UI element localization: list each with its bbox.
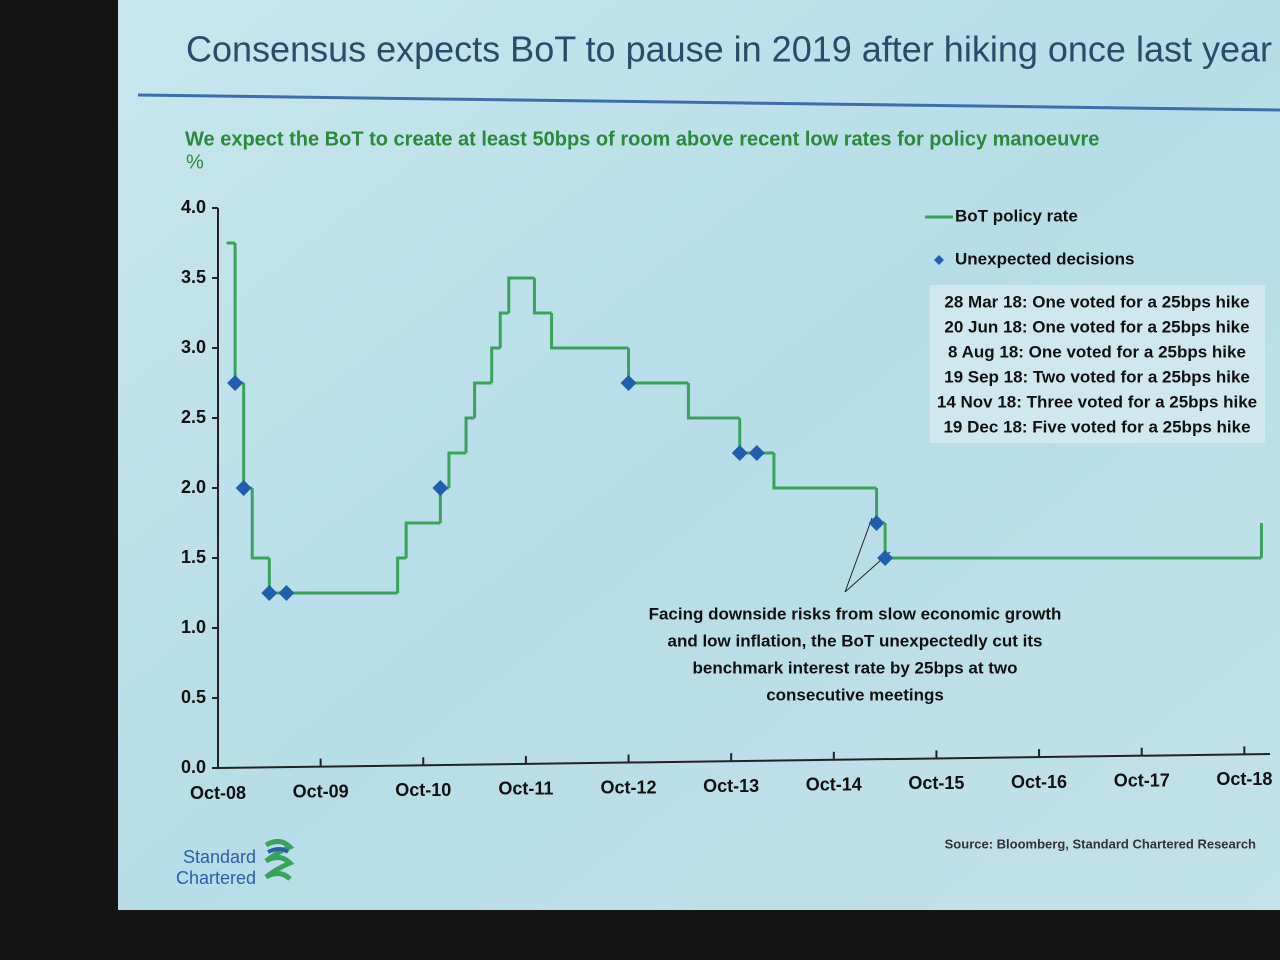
decision-marker xyxy=(227,375,244,391)
subtitle: We expect the BoT to create at least 50b… xyxy=(185,128,1099,150)
decision-marker xyxy=(432,480,449,496)
rate-step xyxy=(396,556,407,593)
rate-step xyxy=(250,488,270,560)
y-tick-label: 0.5 xyxy=(181,687,206,707)
rate-step xyxy=(507,276,535,313)
y-tick-label: 0.0 xyxy=(181,757,206,777)
rate-step xyxy=(686,383,740,420)
title-rule xyxy=(137,93,1280,112)
decision-marker xyxy=(261,585,278,601)
decision-marker xyxy=(235,480,252,496)
x-tick-label: Oct-14 xyxy=(806,775,862,795)
x-tick-label: Oct-17 xyxy=(1114,770,1170,790)
source: Source: Bloomberg, Standard Chartered Re… xyxy=(945,836,1256,851)
rate-step xyxy=(490,346,501,383)
notes-box xyxy=(930,285,1265,443)
annotation-line: benchmark interest rate by 25bps at two xyxy=(693,658,1018,677)
chart-title: Consensus expects BoT to pause in 2019 a… xyxy=(186,29,1272,70)
x-tick-label: Oct-15 xyxy=(908,773,964,793)
y-tick-label: 2.5 xyxy=(181,407,206,427)
x-tick-label: Oct-13 xyxy=(703,776,759,796)
x-tick-label: Oct-16 xyxy=(1011,772,1067,792)
decision-marker xyxy=(620,375,637,391)
y-tick-label: 4.0 xyxy=(181,197,206,217)
annotation-line: Facing downside risks from slow economic… xyxy=(649,604,1062,623)
x-tick-label: Oct-08 xyxy=(190,783,246,803)
note-line: 28 Mar 18: One voted for a 25bps hike xyxy=(944,292,1249,311)
decision-marker xyxy=(278,585,295,601)
rate-step xyxy=(550,313,629,350)
y-tick-label: 2.0 xyxy=(181,477,206,497)
rate-step xyxy=(772,453,877,490)
x-tick-label: Oct-11 xyxy=(498,779,553,799)
rate-step xyxy=(532,278,552,315)
annotation-line: consecutive meetings xyxy=(766,685,944,704)
rate-step xyxy=(498,311,509,348)
x-tick-label: Oct-18 xyxy=(1216,769,1272,789)
y-tick-label: 1.0 xyxy=(181,617,206,637)
decision-marker xyxy=(877,550,894,566)
note-line: 8 Aug 18: One voted for a 25bps hike xyxy=(948,342,1246,361)
x-tick-label: Oct-09 xyxy=(293,781,349,801)
decision-marker xyxy=(731,445,748,461)
annotation-arrow xyxy=(844,517,873,593)
rate-step xyxy=(464,416,475,453)
note-line: 19 Sep 18: Two voted for a 25bps hike xyxy=(944,367,1250,386)
decision-marker xyxy=(748,445,765,461)
logo-text: Chartered xyxy=(176,868,256,888)
y-unit: % xyxy=(186,151,204,173)
note-line: 19 Dec 18: Five voted for a 25bps hike xyxy=(943,417,1250,436)
y-tick-label: 3.0 xyxy=(181,337,206,357)
rate-step xyxy=(447,451,467,488)
y-tick-label: 1.5 xyxy=(181,547,206,567)
legend-label: Unexpected decisions xyxy=(955,249,1135,268)
y-tick-label: 3.5 xyxy=(181,267,206,287)
note-line: 20 Jun 18: One voted for a 25bps hike xyxy=(944,317,1249,336)
note-line: 14 Nov 18: Three voted for a 25bps hike xyxy=(937,392,1257,411)
x-tick-label: Oct-10 xyxy=(395,780,451,800)
logo-mark xyxy=(267,847,290,854)
x-axis xyxy=(217,753,1271,769)
logo-mark xyxy=(264,839,295,881)
rate-step xyxy=(404,521,441,558)
logo-text: Standard xyxy=(183,847,256,867)
rate-step xyxy=(473,381,492,418)
slide-bg xyxy=(118,0,1280,910)
decision-marker xyxy=(868,515,885,531)
x-tick-label: Oct-12 xyxy=(601,777,657,797)
legend-label: BoT policy rate xyxy=(955,206,1078,225)
legend-swatch xyxy=(934,255,944,265)
annotation-line: and low inflation, the BoT unexpectedly … xyxy=(668,631,1043,650)
